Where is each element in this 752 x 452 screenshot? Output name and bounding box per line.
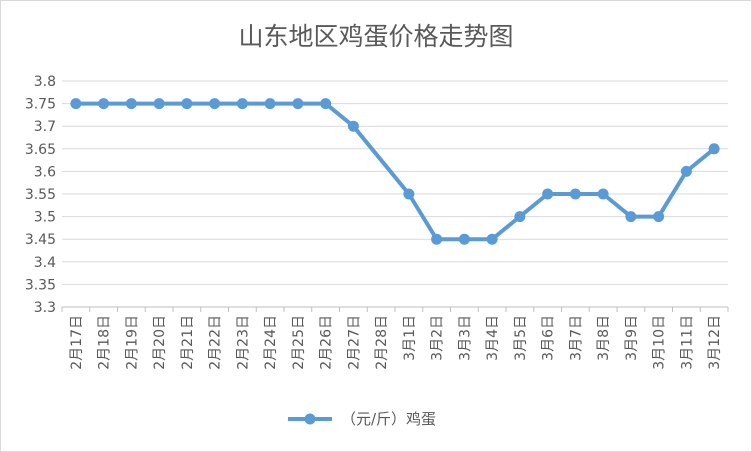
data-point xyxy=(569,188,581,200)
y-tick-label: 3.6 xyxy=(34,164,56,180)
x-tick-label: 2月21日 xyxy=(180,315,196,370)
y-tick-label: 3.5 xyxy=(34,210,56,226)
y-tick-label: 3.3 xyxy=(34,300,56,316)
data-point xyxy=(597,188,609,200)
y-tick-label: 3.55 xyxy=(25,187,56,203)
x-tick-label: 2月20日 xyxy=(152,315,168,370)
y-tick-label: 3.4 xyxy=(34,255,56,271)
x-tick-label: 2月18日 xyxy=(97,315,113,370)
x-tick-label: 3月7日 xyxy=(568,315,584,361)
legend-point-marker xyxy=(304,413,316,425)
data-point xyxy=(98,98,110,110)
data-point xyxy=(153,98,165,110)
data-point xyxy=(542,188,554,200)
x-tick-label: 2月26日 xyxy=(319,315,335,370)
y-tick-label: 3.65 xyxy=(25,142,56,158)
y-axis-ticks: 3.3 3.35 3.4 3.45 3.5 3.55 3.6 3.65 3.7 3.75 3.8 xyxy=(25,74,56,316)
data-point xyxy=(125,98,137,110)
x-tick-label: 2月24日 xyxy=(263,315,279,370)
data-point xyxy=(264,98,276,110)
data-point xyxy=(653,211,665,223)
x-tick-label: 2月25日 xyxy=(291,315,307,370)
data-point xyxy=(403,188,415,200)
data-point xyxy=(431,233,443,245)
data-point xyxy=(70,98,82,110)
data-point xyxy=(514,211,526,223)
x-tick-label: 2月17日 xyxy=(69,315,85,370)
x-tick-label: 2月19日 xyxy=(124,315,140,370)
x-tick-label: 2月23日 xyxy=(235,315,251,370)
data-point xyxy=(181,98,193,110)
chart-title: 山东地区鸡蛋价格走势图 xyxy=(238,22,513,51)
data-point xyxy=(625,211,637,223)
x-tick-label: 3月9日 xyxy=(624,315,640,361)
data-point xyxy=(708,143,720,155)
y-tick-label: 3.35 xyxy=(25,277,56,293)
x-tick-label: 2月27日 xyxy=(346,315,362,370)
x-tick-label: 3月1日 xyxy=(402,315,418,361)
x-tick-label: 3月2日 xyxy=(430,315,446,361)
data-point xyxy=(458,233,470,245)
y-tick-label: 3.8 xyxy=(34,74,56,90)
x-tick-label: 2月22日 xyxy=(208,315,224,370)
x-tick-label: 3月11日 xyxy=(679,315,695,370)
y-tick-label: 3.45 xyxy=(25,232,56,248)
y-tick-label: 3.75 xyxy=(25,97,56,113)
x-tick-label: 3月5日 xyxy=(513,315,529,361)
x-tick-label: 3月8日 xyxy=(596,315,612,361)
x-tick-label: 3月12日 xyxy=(707,315,723,370)
data-point xyxy=(320,98,332,110)
data-point xyxy=(292,98,304,110)
gridlines xyxy=(61,80,729,312)
data-point xyxy=(209,98,221,110)
x-tick-label: 3月6日 xyxy=(541,315,557,361)
x-tick-label: 2月28日 xyxy=(374,315,390,370)
data-point xyxy=(486,233,498,245)
x-tick-label: 3月3日 xyxy=(457,315,473,361)
x-axis-ticks: 2月17日 2月18日 2月19日 2月20日 2月21日 2月22日 2月23日 2月24日… xyxy=(69,315,723,370)
data-point xyxy=(347,120,359,132)
data-point xyxy=(680,165,692,177)
series-layer xyxy=(70,98,720,245)
legend-label: （元/斤）鸡蛋 xyxy=(341,410,436,428)
data-point xyxy=(236,98,248,110)
y-tick-label: 3.7 xyxy=(34,119,56,135)
legend: （元/斤）鸡蛋 xyxy=(288,410,436,428)
x-tick-label: 3月4日 xyxy=(485,315,501,361)
x-tick-label: 3月10日 xyxy=(652,315,668,370)
